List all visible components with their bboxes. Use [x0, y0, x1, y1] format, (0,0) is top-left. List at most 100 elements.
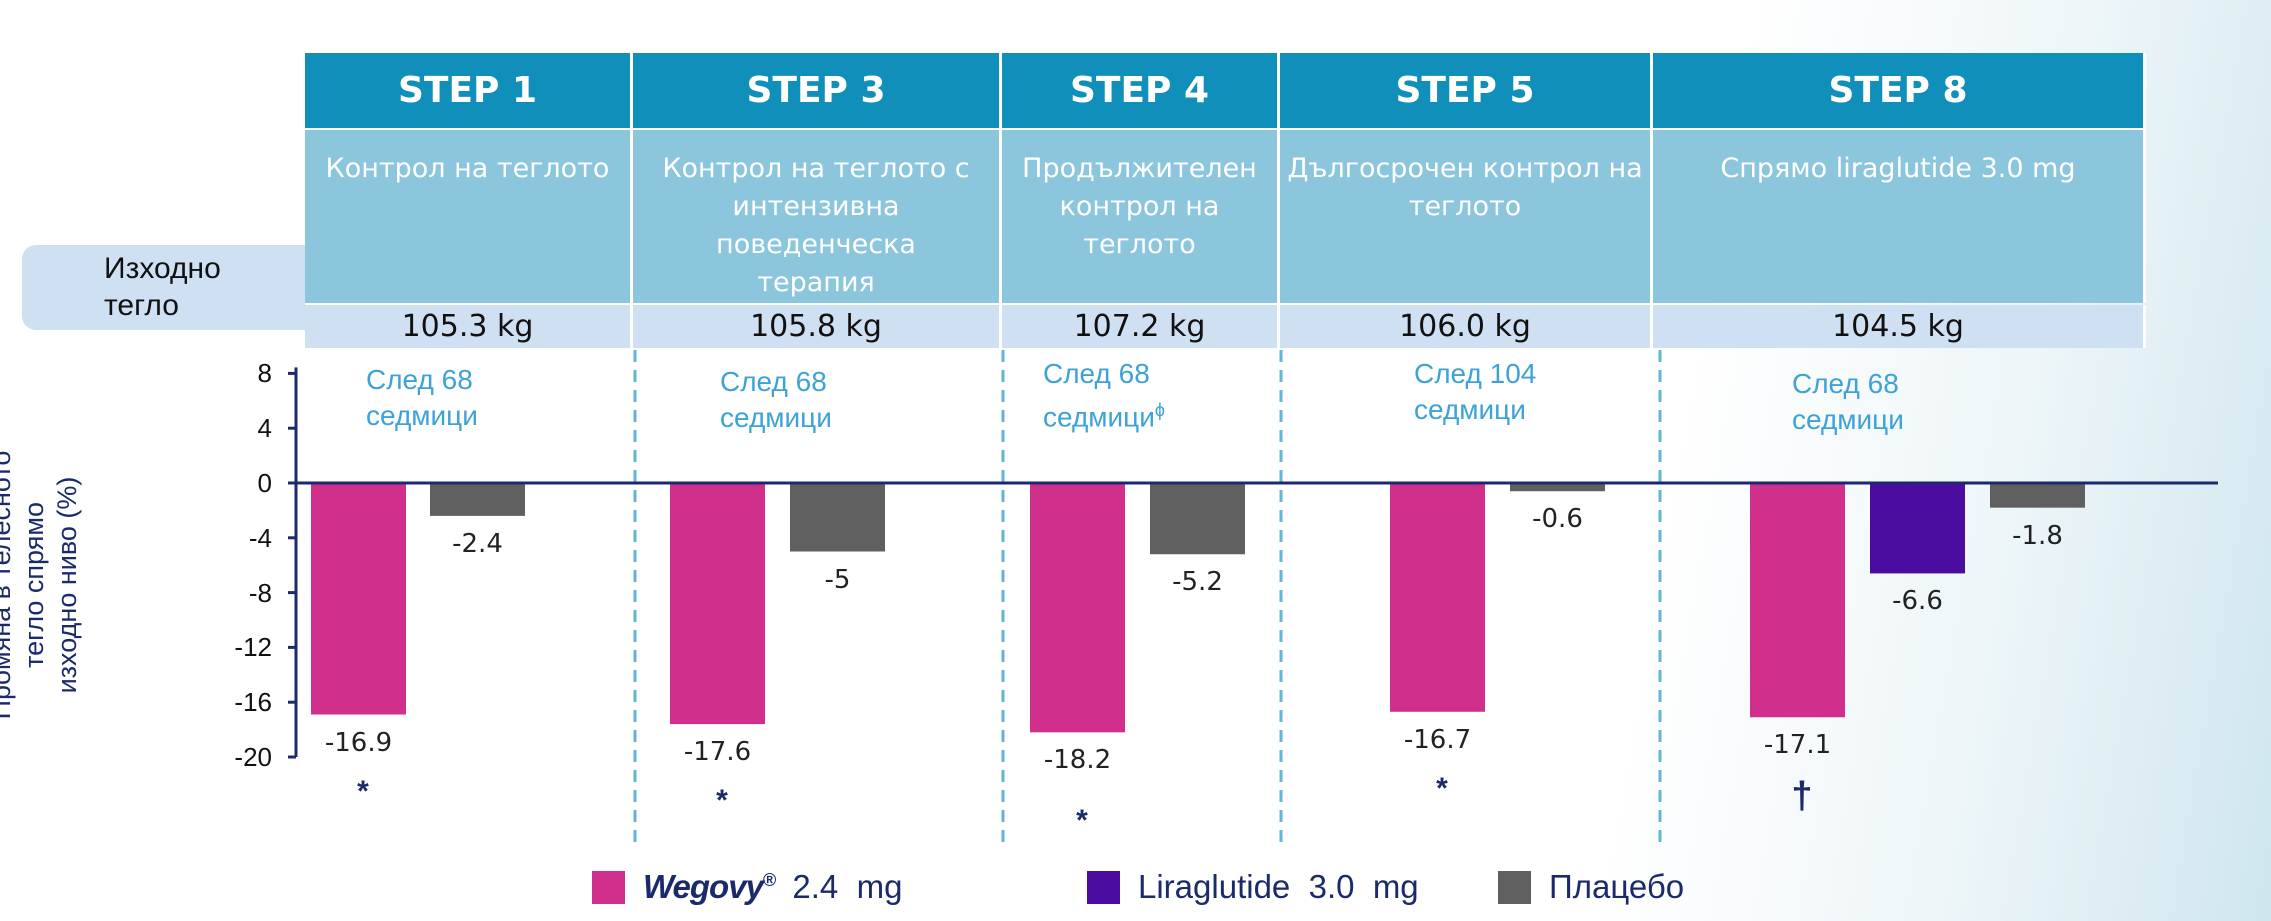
duration-text: След 68 — [1792, 368, 1899, 399]
step-description: Продължителен контрол на теглото — [1002, 128, 1280, 303]
bar-wegovy — [1390, 483, 1485, 712]
duration-text: След 68 — [1043, 358, 1150, 389]
duration-line: седмици — [720, 400, 832, 436]
duration-line: седмици — [1792, 402, 1904, 438]
description-line: теглото — [1408, 191, 1522, 222]
duration-line: седмициϕ — [1043, 392, 1165, 435]
significance-marker: * — [357, 774, 369, 808]
y-tick-label: -4 — [248, 522, 272, 553]
baseline-weight: 107.2 kg — [1002, 305, 1280, 348]
y-tick-label: 4 — [257, 413, 272, 444]
y-tick-label: -16 — [234, 687, 272, 718]
duration-text: След 68 — [366, 364, 473, 395]
value-label: -6.6 — [1892, 586, 1943, 617]
legend-brand: Wegovy® — [643, 868, 776, 905]
significance-marker: * — [1436, 771, 1448, 805]
significance-marker: * — [1076, 804, 1088, 838]
duration-annotation: След 68 седмици — [1792, 366, 1904, 438]
description-line: Спрямо liraglutide 3.0 mg — [1720, 153, 2076, 184]
legend-label: Liraglutide 3.0 mg — [1138, 868, 1419, 905]
bar-плацебо — [1150, 483, 1245, 555]
duration-annotation: След 68 седмици — [720, 364, 832, 436]
y-tick-label: -20 — [234, 742, 272, 772]
duration-text: След 68 — [720, 366, 827, 397]
duration-line: След 68 — [720, 364, 832, 400]
duration-annotation: След 68 седмици — [366, 362, 478, 434]
step-header: STEP 4 — [1002, 53, 1280, 128]
step-description: Спрямо liraglutide 3.0 mg — [1653, 128, 2146, 303]
duration-text: седмици — [1792, 404, 1904, 435]
baseline-weight: 106.0 kg — [1280, 305, 1653, 348]
baseline-label-line: тегло — [104, 289, 179, 322]
duration-superscript: ϕ — [1154, 400, 1165, 420]
legend-swatch — [1498, 870, 1531, 904]
bar-wegovy — [311, 483, 406, 715]
duration-text: След 104 — [1414, 358, 1537, 389]
value-label: -5.2 — [1172, 567, 1223, 598]
duration-line: седмици — [366, 398, 478, 434]
significance-marker: * — [716, 784, 728, 818]
value-label: -17.6 — [683, 737, 752, 768]
step-header: STEP 1 — [305, 53, 633, 128]
value-label: -17.1 — [1763, 730, 1832, 761]
value-label: -16.9 — [324, 727, 393, 758]
baseline-weight: 105.3 kg — [305, 305, 633, 348]
baseline-weight: 104.5 kg — [1653, 305, 2146, 348]
legend-swatch — [592, 870, 625, 904]
description-line: теглото — [1083, 229, 1196, 260]
y-tick-label: -12 — [234, 632, 272, 663]
description-line: Контрол на теглото с — [662, 153, 970, 184]
description-line: Продължителен — [1022, 153, 1257, 184]
description-line: контрол на — [1059, 191, 1220, 222]
duration-text: седмици — [1414, 394, 1526, 425]
duration-line: След 68 — [1792, 366, 1904, 402]
duration-annotation: След 68 седмициϕ — [1043, 356, 1165, 435]
legend-label: Плацебо — [1549, 868, 1685, 905]
baseline-label-line: Изходно — [104, 252, 221, 285]
bar-liraglutide — [1870, 483, 1965, 574]
bar-wegovy — [1030, 483, 1125, 733]
value-label: -16.7 — [1403, 724, 1472, 755]
bar-плацебо — [1990, 483, 2085, 508]
legend-swatch — [1087, 870, 1120, 904]
legend-item: Плацебо — [1498, 868, 1684, 906]
bar-wegovy — [670, 483, 765, 725]
duration-line: След 104 — [1414, 356, 1536, 392]
significance-marker: † — [1791, 775, 1813, 818]
baseline-weight-label: Изходно тегло — [22, 245, 305, 330]
legend-item: Wegovy® 2.4 mg — [592, 868, 902, 906]
description-line: интензивна поведенческа — [716, 191, 916, 260]
step-header: STEP 3 — [633, 53, 1002, 128]
legend-label: 2.4 mg — [783, 868, 903, 905]
duration-line: След 68 — [366, 362, 478, 398]
bar-плацебо — [1510, 483, 1605, 492]
bar-wegovy — [1750, 483, 1845, 718]
duration-line: седмици — [1414, 392, 1536, 428]
duration-text: седмици — [366, 400, 478, 431]
value-label: -1.8 — [2012, 520, 2063, 551]
y-tick-label: 0 — [257, 468, 272, 498]
y-tick-label: 8 — [257, 358, 272, 389]
legend-trademark: ® — [762, 870, 776, 890]
duration-text: седмици — [1043, 401, 1155, 433]
bar-плацебо — [790, 483, 885, 552]
value-label: -18.2 — [1043, 745, 1112, 776]
description-line: Дългосрочен контрол на — [1287, 153, 1643, 184]
value-label: -0.6 — [1532, 504, 1583, 535]
step-description: Контрол на теглото с интензивна поведенче… — [633, 128, 1002, 303]
step-description: Контрол на теглото — [305, 128, 633, 303]
step-header: STEP 5 — [1280, 53, 1653, 128]
bar-плацебо — [430, 483, 525, 516]
value-label: -2.4 — [452, 528, 503, 559]
duration-text: седмици — [720, 402, 832, 433]
step-description: Дългосрочен контрол на теглото — [1280, 128, 1653, 303]
y-tick-label: -8 — [248, 577, 272, 608]
value-label: -5 — [824, 564, 851, 595]
duration-line: След 68 — [1043, 356, 1165, 392]
duration-annotation: След 104 седмици — [1414, 356, 1536, 428]
description-line: терапия — [757, 267, 875, 298]
description-line: Контрол на теглото — [325, 153, 610, 184]
legend-item: Liraglutide 3.0 mg — [1087, 868, 1419, 906]
baseline-weight: 105.8 kg — [633, 305, 1002, 348]
